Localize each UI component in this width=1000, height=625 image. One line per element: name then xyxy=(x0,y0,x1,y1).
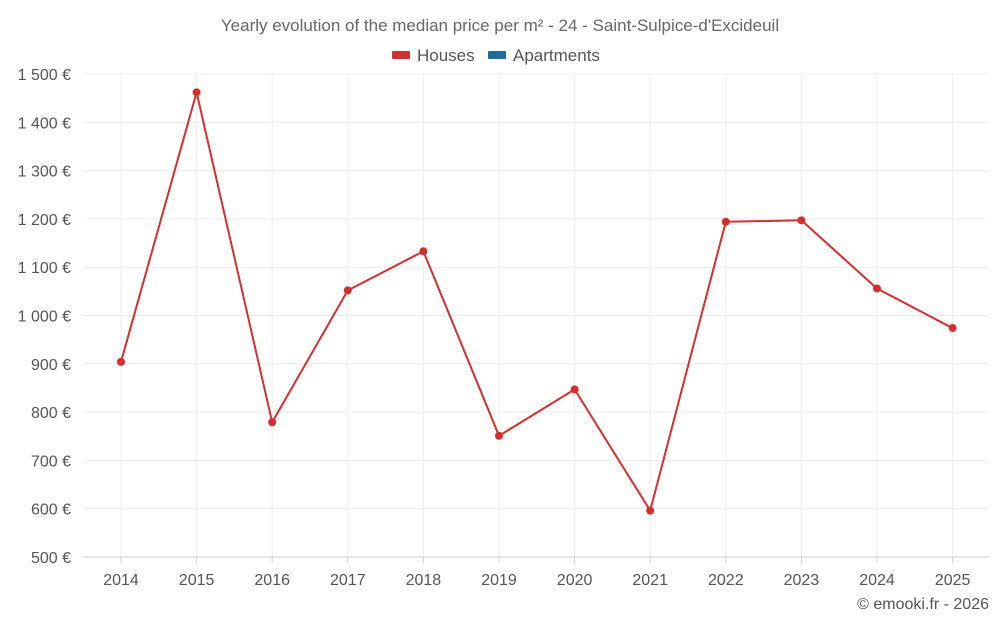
data-point xyxy=(570,385,579,394)
x-tick-label: 2020 xyxy=(557,572,593,589)
y-tick-label: 900 € xyxy=(31,357,71,374)
data-point xyxy=(721,217,730,226)
data-point xyxy=(117,357,125,366)
y-tick-label: 1 300 € xyxy=(18,164,71,181)
x-tick-label: 2021 xyxy=(632,572,668,589)
data-point xyxy=(948,324,957,333)
x-tick-label: 2014 xyxy=(103,572,139,589)
x-tick-label: 2015 xyxy=(179,572,215,589)
data-point xyxy=(268,418,277,427)
y-tick-label: 800 € xyxy=(31,405,71,422)
data-point xyxy=(495,431,503,440)
data-point xyxy=(192,88,201,97)
y-tick-label: 700 € xyxy=(31,453,71,470)
y-tick-label: 1 500 € xyxy=(18,67,71,84)
credit-label: © emooki.fr - 2026 xyxy=(857,596,989,613)
y-tick-label: 1 200 € xyxy=(18,212,71,229)
data-point xyxy=(797,216,806,225)
grid-layer xyxy=(83,73,989,558)
data-point xyxy=(873,284,881,293)
legend-label-apartments[interactable]: Apartments xyxy=(513,46,600,65)
y-tick-label: 1 100 € xyxy=(18,260,71,277)
x-tick-label: 2023 xyxy=(784,572,820,589)
x-tick-label: 2024 xyxy=(859,572,895,589)
x-tick-label: 2018 xyxy=(406,572,442,589)
x-tick-label: 2017 xyxy=(330,572,366,589)
x-tick-label: 2022 xyxy=(708,572,744,589)
chart-title: Yearly evolution of the median price per… xyxy=(221,16,779,35)
legend-swatch-apartments xyxy=(488,51,506,59)
x-tick-label: 2019 xyxy=(481,572,517,589)
y-tick-label: 1 000 € xyxy=(18,309,71,326)
data-point xyxy=(646,506,655,515)
x-tick-label: 2016 xyxy=(254,572,290,589)
legend-label-houses[interactable]: Houses xyxy=(417,46,475,65)
x-tick-label: 2025 xyxy=(935,572,971,589)
y-tick-label: 600 € xyxy=(31,502,71,519)
y-tick-label: 1 400 € xyxy=(18,115,71,132)
y-tick-label: 500 € xyxy=(31,550,71,567)
legend: Houses Apartments xyxy=(392,46,600,65)
data-point xyxy=(343,286,352,295)
series-layer xyxy=(117,88,957,515)
data-point xyxy=(419,247,428,256)
legend-swatch-houses xyxy=(392,51,410,59)
series-line-houses xyxy=(120,91,954,512)
axis-layer: 500 € 600 € 700 € 800 € 900 € 1 000 € 1 100 € 1… xyxy=(18,67,989,589)
